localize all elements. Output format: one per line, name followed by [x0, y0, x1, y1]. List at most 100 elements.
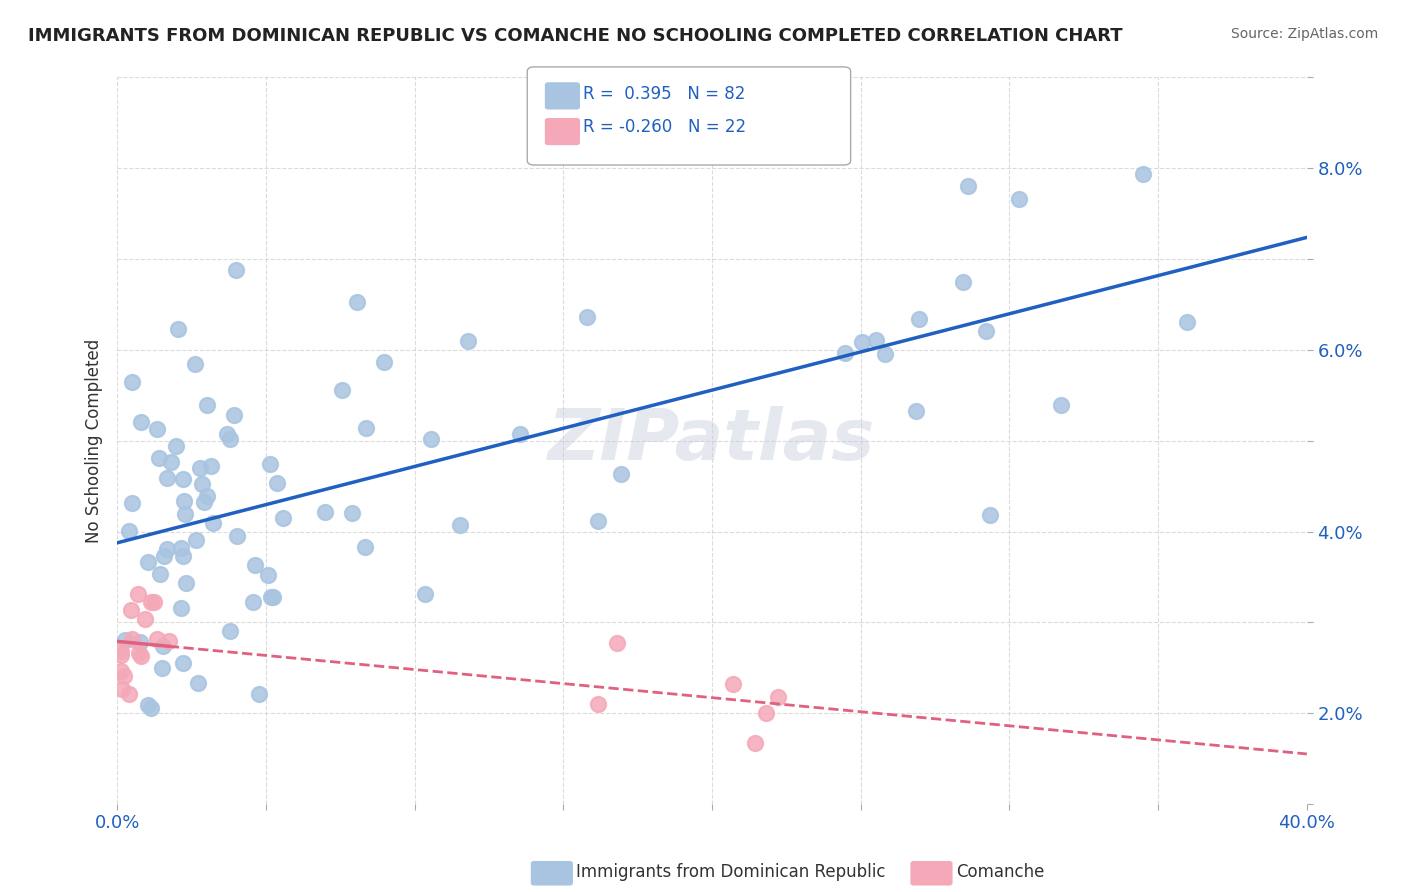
- Text: Comanche: Comanche: [956, 863, 1045, 881]
- Point: [134, 612, 156, 626]
- Point: [127, 587, 149, 601]
- Point: [118, 687, 141, 701]
- Point: [314, 504, 336, 518]
- Point: [257, 568, 280, 582]
- Point: [172, 549, 194, 564]
- Point: [159, 455, 181, 469]
- Point: [191, 477, 214, 491]
- Point: [225, 529, 247, 543]
- Point: [610, 467, 633, 481]
- Point: [346, 295, 368, 310]
- Point: [271, 511, 294, 525]
- Point: [128, 647, 150, 661]
- Point: [187, 676, 209, 690]
- Point: [266, 475, 288, 490]
- Point: [170, 541, 193, 555]
- Point: [121, 496, 143, 510]
- Point: [149, 566, 172, 581]
- Point: [110, 644, 132, 658]
- Point: [139, 595, 162, 609]
- Point: [952, 275, 974, 289]
- Text: R = -0.260   N = 22: R = -0.260 N = 22: [583, 118, 747, 136]
- Point: [509, 426, 531, 441]
- Point: [420, 432, 443, 446]
- Point: [974, 324, 997, 338]
- Point: [905, 403, 928, 417]
- Point: [243, 558, 266, 572]
- Point: [184, 533, 207, 547]
- Point: [218, 624, 240, 639]
- Point: [606, 636, 628, 650]
- Point: [865, 333, 887, 347]
- Point: [225, 263, 247, 277]
- Point: [908, 311, 931, 326]
- Point: [142, 595, 165, 609]
- Point: [576, 310, 599, 324]
- Point: [111, 681, 134, 696]
- Point: [188, 461, 211, 475]
- Point: [373, 355, 395, 369]
- Point: [136, 555, 159, 569]
- Point: [173, 494, 195, 508]
- Point: [768, 690, 790, 704]
- Point: [152, 549, 174, 563]
- Point: [193, 495, 215, 509]
- Text: R =  0.395   N = 82: R = 0.395 N = 82: [583, 85, 745, 103]
- Point: [136, 698, 159, 712]
- Point: [165, 438, 187, 452]
- Point: [222, 408, 245, 422]
- Point: [172, 657, 194, 671]
- Point: [173, 507, 195, 521]
- Point: [1177, 315, 1199, 329]
- Point: [873, 347, 896, 361]
- Point: [755, 706, 778, 720]
- Point: [1050, 398, 1073, 412]
- Point: [150, 661, 173, 675]
- Point: [354, 541, 377, 555]
- Point: [979, 508, 1001, 523]
- Point: [157, 634, 180, 648]
- Point: [118, 524, 141, 539]
- Point: [170, 601, 193, 615]
- Point: [141, 701, 163, 715]
- Point: [197, 489, 219, 503]
- Point: [342, 507, 364, 521]
- Point: [156, 542, 179, 557]
- Point: [332, 383, 354, 397]
- Text: Source: ZipAtlas.com: Source: ZipAtlas.com: [1230, 27, 1378, 41]
- Text: Immigrants from Dominican Republic: Immigrants from Dominican Republic: [576, 863, 886, 881]
- Point: [145, 632, 167, 647]
- Y-axis label: No Schooling Completed: No Schooling Completed: [86, 339, 103, 543]
- Point: [110, 648, 132, 662]
- Point: [120, 603, 142, 617]
- Point: [1132, 167, 1154, 181]
- Point: [121, 375, 143, 389]
- Point: [354, 421, 377, 435]
- Point: [449, 517, 471, 532]
- Point: [184, 357, 207, 371]
- Point: [129, 648, 152, 663]
- Point: [217, 427, 239, 442]
- Point: [148, 450, 170, 465]
- Point: [201, 516, 224, 530]
- Point: [457, 334, 479, 349]
- Point: [110, 664, 132, 678]
- Point: [166, 322, 188, 336]
- Point: [156, 471, 179, 485]
- Point: [851, 335, 873, 350]
- Point: [121, 632, 143, 646]
- Point: [1008, 192, 1031, 206]
- Point: [586, 515, 609, 529]
- Point: [744, 736, 766, 750]
- Point: [129, 634, 152, 648]
- Point: [957, 178, 980, 193]
- Point: [259, 458, 281, 472]
- Point: [129, 415, 152, 429]
- Point: [219, 433, 242, 447]
- Text: ZIPatlas: ZIPatlas: [548, 406, 876, 475]
- Point: [413, 587, 436, 601]
- Point: [112, 669, 135, 683]
- Point: [146, 421, 169, 435]
- Point: [200, 459, 222, 474]
- Point: [721, 677, 744, 691]
